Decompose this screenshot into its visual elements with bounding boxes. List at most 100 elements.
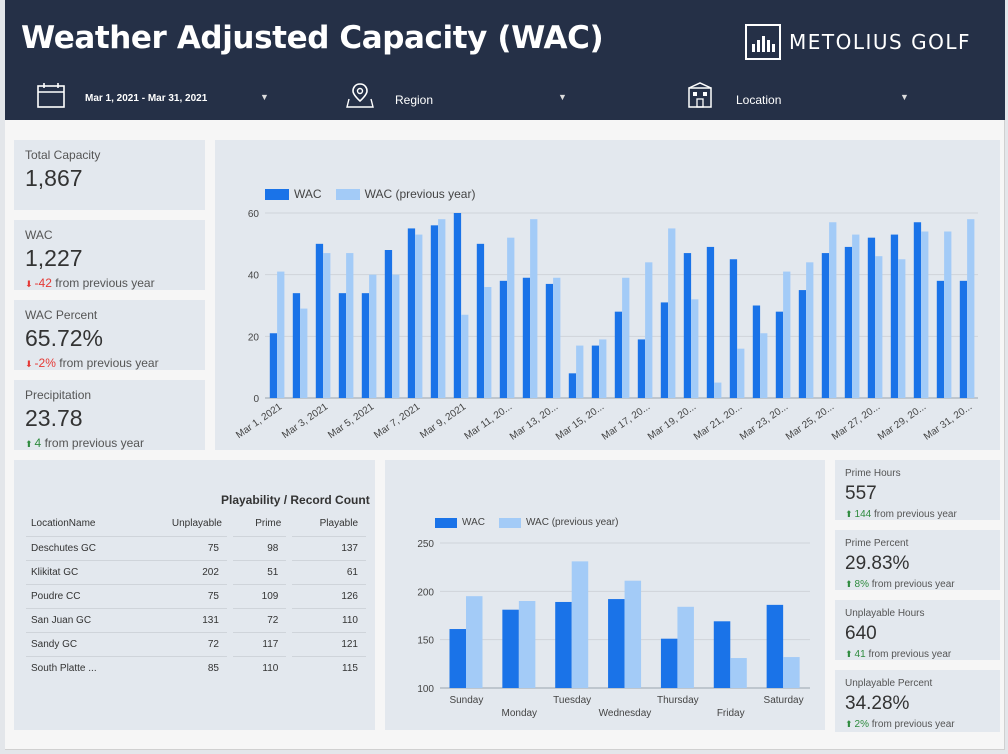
bar-wac-previous [875,256,883,398]
bar-wac [476,243,485,398]
arrow-up-icon: ⬆ [25,439,33,449]
playability-table-card: Playability / Record Count LocationName … [14,460,375,730]
table-cell: Klikitat GC [26,559,137,584]
bar-wac-previous [714,382,722,398]
table-row[interactable]: Klikitat GC 202 51 61 [26,559,366,584]
table-row[interactable]: South Platte ... 85 110 115 [26,655,366,680]
bar-wac-previous [829,222,837,398]
y-tick-label: 0 [253,394,259,405]
caret-down-icon: ▼ [558,92,567,102]
bar-wac-previous [466,596,483,688]
bar-wac-previous [760,333,768,398]
bar-wac [555,601,572,688]
page-title: Weather Adjusted Capacity (WAC) [21,20,604,56]
kpi-label: WAC Percent [25,308,98,322]
bar-wac-previous [622,277,630,398]
x-tick-label: Mar 1, 2021 [234,401,284,441]
x-tick-label: Thursday [657,695,699,706]
kpi-wac-percent: WAC Percent 65.72% ⬇ -2% from previous ye… [14,300,205,370]
x-tick-label: Sunday [449,695,483,706]
bar-wac [890,234,899,398]
table-row[interactable]: Deschutes GC 75 98 137 [26,535,366,560]
bar-wac-previous [677,606,694,688]
column-header[interactable]: Unplayable [171,518,222,530]
bar-wac-previous [806,262,814,398]
bar-wac [608,599,625,688]
x-tick-label: Friday [717,708,745,719]
column-header[interactable]: LocationName [31,518,96,530]
kpi-unplayable-hours: Unplayable Hours 640 ⬆ 41 from previous y… [835,600,1000,660]
bar-wac-previous [346,253,354,398]
table-cell: 126 [286,583,366,608]
arrow-up-icon: ⬆ [845,649,853,659]
x-tick-label: Mar 15, 20... [554,401,606,442]
bar-wac [315,243,324,398]
bar-wac [660,302,669,398]
table-row[interactable]: Poudre CC 75 109 126 [26,583,366,608]
kpi-delta-value: -42 [34,276,52,290]
bar-wac-previous [783,657,800,688]
kpi-delta-value: 144 [854,509,872,520]
bar-wac [407,228,416,398]
table-row[interactable]: San Juan GC 131 72 110 [26,607,366,632]
kpi-label: Prime Percent [845,538,909,549]
table-cell: San Juan GC [26,607,137,632]
bar-wac-previous [599,339,607,398]
bar-wac [713,621,731,688]
kpi-label: Unplayable Percent [845,678,933,689]
x-tick-label: Monday [501,708,537,719]
bar-wac [729,259,738,398]
bar-wac [361,293,370,398]
bar-wac [502,609,519,688]
calendar-icon [37,83,65,108]
map-pin-icon [346,83,374,108]
x-tick-label: Mar 23, 20... [738,401,790,442]
y-tick-label: 100 [417,684,434,695]
arrow-down-icon: ⬇ [25,279,33,289]
table-cell: Sandy GC [26,631,137,656]
x-tick-label: Mar 7, 2021 [372,401,422,441]
bar-wac [775,311,784,398]
table-cell: 51 [226,559,290,584]
company-logo: METOLIUS GOLF [745,24,971,60]
kpi-delta-text: from previous year [871,579,955,590]
bar-wac-previous [369,274,377,398]
kpi-delta-text: from previous year [874,509,957,520]
legend-item-wac[interactable]: WAC [265,187,322,201]
kpi-delta-value: -2% [34,356,56,370]
column-header[interactable]: Playable [319,518,358,530]
bar-wac [821,253,830,398]
region-filter[interactable]: Region ▼ [345,80,575,116]
bar-wac [637,339,646,398]
table-cell: 109 [226,583,290,608]
legend-item-wac[interactable]: WAC [435,517,485,528]
bar-wac [867,237,876,398]
date-range-filter[interactable]: Mar 1, 2021 - Mar 31, 2021 ▼ [37,80,277,116]
x-tick-label: Mar 29, 20... [876,401,928,442]
legend-item-wac-previous[interactable]: WAC (previous year) [335,187,475,201]
bar-wac-previous [921,231,929,398]
bar-wac-previous [415,234,423,398]
kpi-delta-text: from previous year [871,719,955,730]
table-cell: 202 [136,559,231,584]
kpi-total-capacity: Total Capacity 1,867 [14,140,205,210]
kpi-delta-value: 8% [854,579,869,590]
bar-wac-previous [518,601,536,688]
kpi-label: Total Capacity [25,148,101,162]
column-header[interactable]: Prime [255,518,282,530]
kpi-value: 23.78 [25,405,83,431]
bar-wac [706,246,715,398]
bar-wac [545,283,554,398]
location-filter[interactable]: Location ▼ [687,80,917,116]
caret-down-icon: ▼ [900,92,909,102]
bar-wac-previous [323,253,331,398]
kpi-value: 640 [845,623,877,644]
kpi-delta: ⬆ 2% from previous year [845,719,955,730]
kpi-label: Unplayable Hours [845,608,925,619]
kpi-delta: ⬆ 4 from previous year [25,436,144,450]
table-row[interactable]: Sandy GC 72 117 121 [26,631,366,656]
legend-item-wac-previous[interactable]: WAC (previous year) [498,517,618,528]
daily-chart-legend: WAC WAC (previous year) [265,187,489,201]
bar-wac [338,293,347,398]
